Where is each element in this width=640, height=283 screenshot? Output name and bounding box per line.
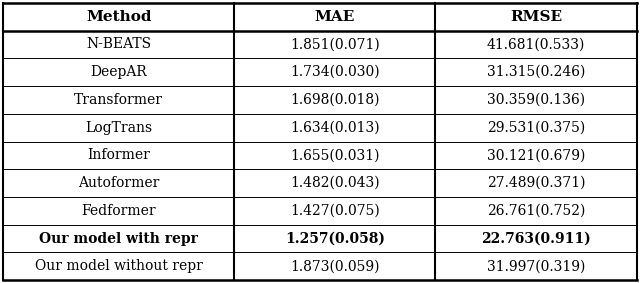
Text: LogTrans: LogTrans	[85, 121, 152, 135]
Text: Transformer: Transformer	[74, 93, 163, 107]
Text: Autoformer: Autoformer	[78, 176, 159, 190]
Text: N-BEATS: N-BEATS	[86, 37, 152, 52]
Text: Fedformer: Fedformer	[81, 204, 156, 218]
Text: 31.315(0.246): 31.315(0.246)	[487, 65, 585, 79]
Text: 29.531(0.375): 29.531(0.375)	[487, 121, 585, 135]
Text: 30.121(0.679): 30.121(0.679)	[487, 148, 585, 162]
Text: MAE: MAE	[315, 10, 355, 24]
Text: RMSE: RMSE	[510, 10, 562, 24]
Text: 31.997(0.319): 31.997(0.319)	[487, 259, 585, 273]
Text: 1.734(0.030): 1.734(0.030)	[290, 65, 380, 79]
Text: 1.482(0.043): 1.482(0.043)	[290, 176, 380, 190]
Text: 30.359(0.136): 30.359(0.136)	[487, 93, 585, 107]
Text: Our model without repr: Our model without repr	[35, 259, 203, 273]
Text: Informer: Informer	[88, 148, 150, 162]
Text: 1.427(0.075): 1.427(0.075)	[290, 204, 380, 218]
Text: Our model with repr: Our model with repr	[40, 231, 198, 246]
Text: 1.634(0.013): 1.634(0.013)	[290, 121, 380, 135]
Text: 1.655(0.031): 1.655(0.031)	[290, 148, 380, 162]
Text: 22.763(0.911): 22.763(0.911)	[481, 231, 591, 246]
Text: 41.681(0.533): 41.681(0.533)	[487, 37, 585, 52]
Text: 26.761(0.752): 26.761(0.752)	[487, 204, 585, 218]
Text: 1.851(0.071): 1.851(0.071)	[290, 37, 380, 52]
Text: 27.489(0.371): 27.489(0.371)	[487, 176, 586, 190]
Text: 1.257(0.058): 1.257(0.058)	[285, 231, 385, 246]
Text: 1.698(0.018): 1.698(0.018)	[290, 93, 380, 107]
Text: Method: Method	[86, 10, 152, 24]
Text: 1.873(0.059): 1.873(0.059)	[290, 259, 380, 273]
Text: DeepAR: DeepAR	[90, 65, 147, 79]
